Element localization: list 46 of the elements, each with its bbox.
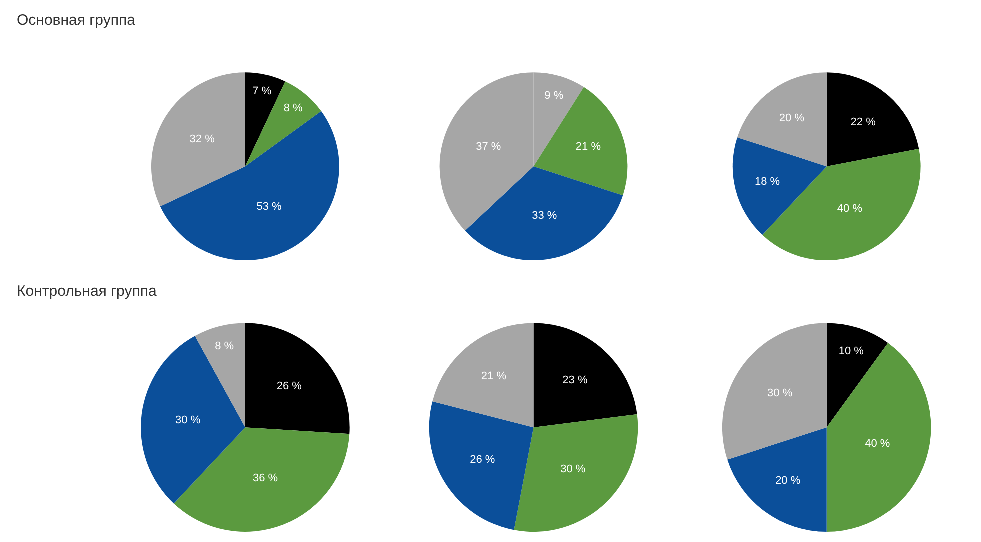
data-label: 32 %	[190, 133, 216, 146]
data-label: 8 %	[284, 102, 303, 115]
pie-slice	[728, 428, 827, 532]
pie-slice	[733, 138, 827, 236]
pie-slice	[141, 336, 246, 504]
data-label: 20 %	[779, 112, 805, 125]
data-label: 22 %	[850, 116, 876, 128]
data-label: 20 %	[776, 474, 801, 487]
data-label: 40 %	[837, 202, 863, 215]
data-label: 8 %	[215, 340, 234, 353]
data-label: 40 %	[865, 438, 890, 450]
pie-slice	[514, 414, 638, 532]
data-label: 30 %	[768, 388, 793, 400]
data-label: 53 %	[256, 201, 282, 214]
pie-slice	[465, 166, 624, 260]
data-label: 30 %	[560, 464, 586, 476]
chart-title: Контрольная группа	[17, 283, 158, 300]
data-label: 30 %	[176, 414, 201, 426]
pie-slice	[534, 323, 638, 428]
pie-slice	[245, 82, 322, 167]
data-label: 36 %	[252, 472, 278, 485]
pie-slice	[722, 323, 827, 460]
pie-slice	[737, 72, 827, 167]
data-label: 26 %	[276, 380, 302, 392]
pie-slice	[826, 343, 932, 532]
data-label: 21 %	[576, 140, 602, 153]
data-label: 9 %	[544, 90, 564, 102]
data-label: 18 %	[754, 176, 780, 188]
chart-title: Основная группа	[17, 12, 136, 29]
pie-slice	[152, 72, 246, 207]
data-label: 10 %	[838, 346, 864, 358]
data-label: 37 %	[476, 141, 502, 154]
data-label: 7 %	[252, 85, 272, 98]
pie-slice	[245, 72, 286, 167]
data-label: 26 %	[470, 454, 496, 466]
pie-slice	[534, 87, 628, 196]
pie-slice	[826, 72, 920, 167]
pie-slice	[429, 402, 534, 530]
pie-slice	[432, 323, 534, 428]
pie-slice	[174, 428, 350, 532]
pie-slice	[245, 323, 350, 434]
pie-slice	[826, 323, 888, 428]
data-label: 33 %	[532, 210, 558, 222]
pie-slice	[160, 111, 340, 261]
data-label: 21 %	[481, 370, 507, 382]
data-label: 23 %	[562, 374, 588, 386]
